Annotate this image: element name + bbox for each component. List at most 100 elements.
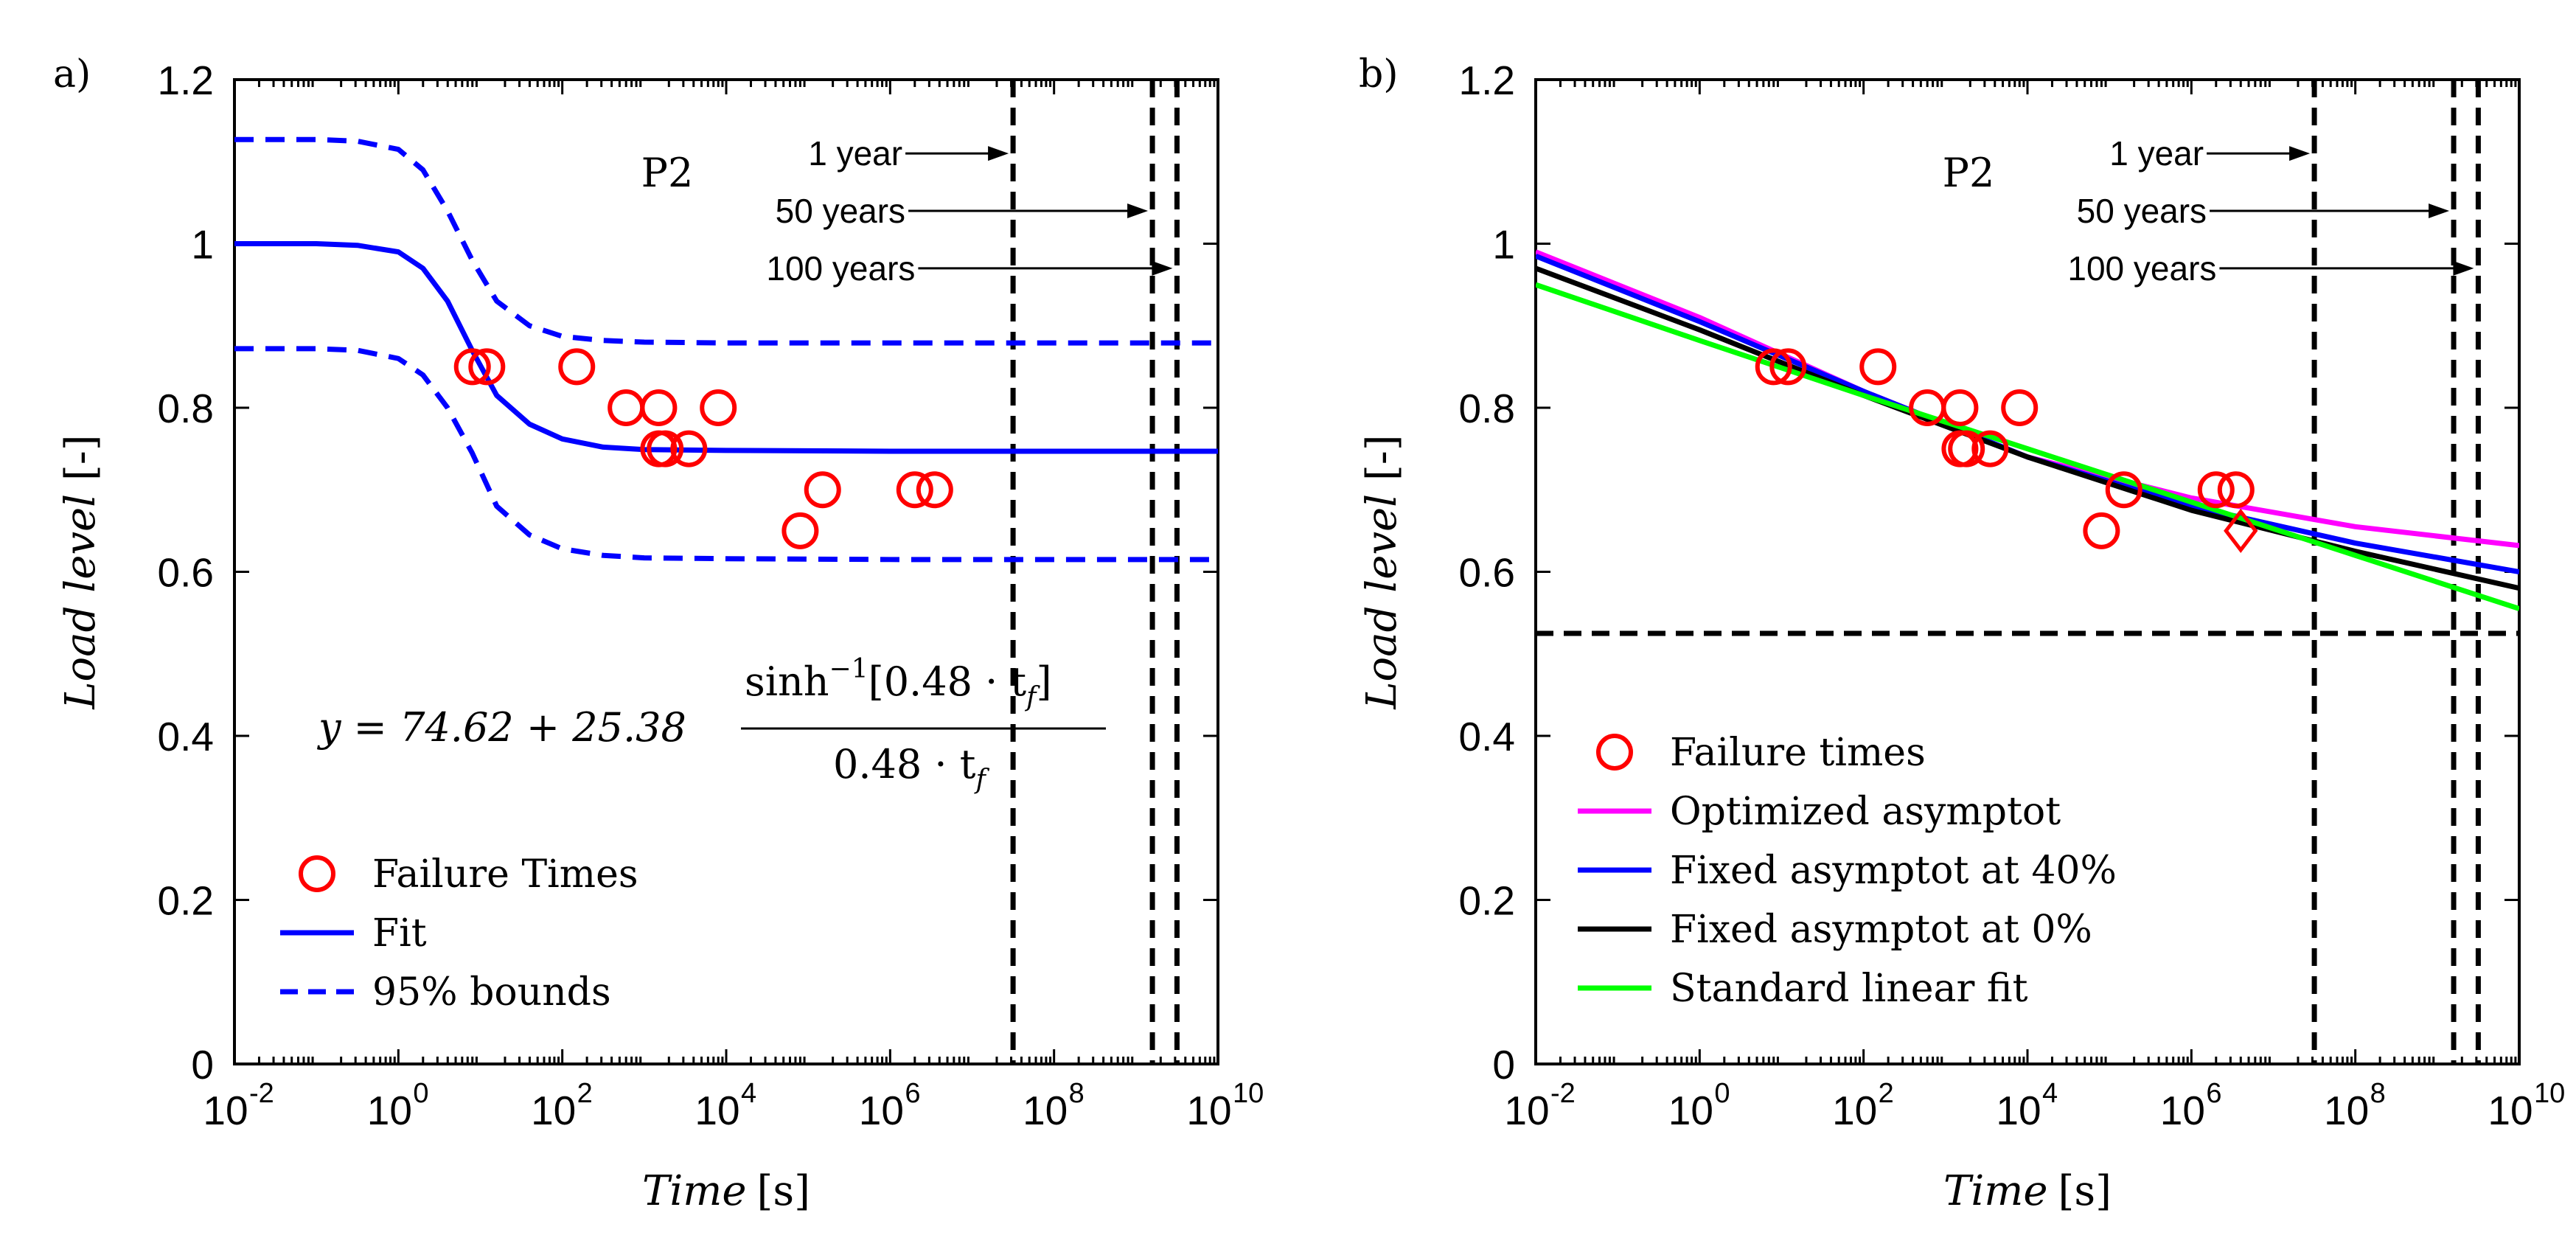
y-tick-label: 1 bbox=[1492, 222, 1515, 268]
series-fixed-asymptot-at-0- bbox=[1536, 265, 2519, 591]
x-tick-label: 10 6 bbox=[859, 1078, 921, 1133]
legend-item: Optimized asymptot bbox=[1578, 790, 2061, 834]
failure-time-point bbox=[640, 389, 678, 426]
failure-time-point bbox=[2083, 512, 2120, 549]
failure-time-point bbox=[1948, 430, 1985, 467]
failure-time-point bbox=[1941, 389, 1979, 426]
legend-circle-icon bbox=[1596, 734, 1633, 771]
diamond-marker bbox=[2224, 508, 2258, 553]
failure-time-point bbox=[896, 471, 933, 509]
y-axis-title: Load level [-] bbox=[1358, 434, 1406, 709]
x-tick-label: 10 0 bbox=[1668, 1078, 1730, 1133]
x-tick-base: 10 bbox=[1832, 1088, 1877, 1133]
legend: Failure times Optimized asymptot Fixed asy… bbox=[1578, 731, 2117, 1011]
y-tick-label: 0.8 bbox=[1459, 386, 1515, 431]
series-fit bbox=[234, 241, 1218, 454]
y-tick-label: 0.6 bbox=[1459, 550, 1515, 596]
x-tick-label: 10 4 bbox=[1996, 1078, 2058, 1133]
legend-item: 95% bounds bbox=[280, 970, 611, 1015]
legend-label: Failure Times bbox=[372, 852, 638, 897]
equation-numerator: sinh−1[0.48 · tf] bbox=[745, 654, 1052, 712]
annotation-label: 50 years bbox=[2077, 192, 2207, 230]
x-axis-title-main: Time bbox=[1943, 1167, 2048, 1215]
annotation-label: 50 years bbox=[776, 192, 905, 230]
failure-time-point bbox=[1755, 348, 1792, 386]
annotation-arrow-head bbox=[988, 146, 1009, 161]
x-tick-label: 10 4 bbox=[695, 1078, 756, 1133]
x-axis-title-main: Time bbox=[642, 1167, 747, 1215]
failure-time-point bbox=[781, 512, 819, 549]
sample-label: P2 bbox=[1943, 150, 1995, 196]
y-tick-label: 0 bbox=[1492, 1042, 1515, 1088]
x-tick-label: 10 8 bbox=[1023, 1078, 1085, 1133]
x-tick-exponent: -2 bbox=[249, 1078, 274, 1109]
legend-item: Standard linear fit bbox=[1578, 967, 2028, 1011]
x-tick-base: 10 bbox=[367, 1088, 412, 1133]
legend-item: Fixed asymptot at 40% bbox=[1578, 849, 2117, 893]
annotation: 50 years bbox=[2077, 192, 2450, 230]
panel-label: b) bbox=[1359, 52, 1399, 97]
legend-label: Fixed asymptot at 0% bbox=[1670, 908, 2092, 952]
y-axis-title-main: Load level bbox=[1358, 494, 1406, 710]
legend-label: Failure times bbox=[1670, 731, 1926, 775]
legend-item: Failure Times bbox=[299, 852, 638, 897]
x-tick-label: 10 6 bbox=[2160, 1078, 2222, 1133]
x-tick-base: 10 bbox=[531, 1088, 576, 1133]
x-tick-label: 10 -2 bbox=[1504, 1078, 1575, 1133]
x-tick-base: 10 bbox=[1186, 1088, 1231, 1133]
legend-label: Fixed asymptot at 40% bbox=[1670, 849, 2117, 893]
failure-time-point bbox=[2001, 389, 2039, 426]
y-tick-label: 1.2 bbox=[1459, 58, 1515, 103]
x-tick-label: 10 10 bbox=[2488, 1078, 2565, 1133]
x-tick-exponent: 8 bbox=[1069, 1078, 1085, 1109]
failure-time-point bbox=[1859, 348, 1897, 386]
x-tick-exponent: 2 bbox=[1879, 1078, 1894, 1109]
y-tick-label: 1 bbox=[191, 222, 214, 268]
x-axis-title: Time [s] bbox=[1943, 1167, 2112, 1215]
x-tick-exponent: 6 bbox=[2206, 1078, 2221, 1109]
x-tick-exponent: 2 bbox=[577, 1078, 593, 1109]
failure-time-point bbox=[453, 348, 491, 386]
failure-time-point bbox=[700, 389, 737, 426]
annotation-label: 1 year bbox=[808, 134, 902, 173]
annotation-label: 1 year bbox=[2109, 134, 2204, 173]
series-standard-linear-fit bbox=[1536, 282, 2519, 611]
x-tick-base: 10 bbox=[2324, 1088, 2369, 1133]
axes-frame bbox=[233, 78, 1219, 1065]
failure-time-point bbox=[468, 348, 506, 386]
annotation-label: 100 years bbox=[2067, 249, 2216, 288]
y-axis-title-unit: [-] bbox=[1358, 434, 1406, 481]
legend-label: Standard linear fit bbox=[1670, 967, 2028, 1011]
x-tick-exponent: 0 bbox=[413, 1078, 428, 1109]
x-tick-exponent: 4 bbox=[2042, 1078, 2058, 1109]
x-tick-base: 10 bbox=[859, 1088, 904, 1133]
legend-item: Failure times bbox=[1596, 731, 1926, 775]
x-tick-exponent: 4 bbox=[741, 1078, 756, 1109]
x-tick-label: 10 0 bbox=[367, 1078, 429, 1133]
x-tick-label: 10 8 bbox=[2324, 1078, 2386, 1133]
legend-label: Optimized asymptot bbox=[1670, 790, 2061, 834]
x-tick-base: 10 bbox=[2488, 1088, 2533, 1133]
eq-den-sub: f bbox=[973, 765, 989, 795]
failure-time-point bbox=[2197, 471, 2235, 509]
annotation: 100 years bbox=[766, 249, 1173, 288]
failure-time-point bbox=[558, 348, 596, 386]
failure-time-point bbox=[1971, 430, 2009, 467]
annotation: 50 years bbox=[776, 192, 1149, 230]
equation-lhs: y = 74.62 + 25.38 bbox=[317, 704, 686, 751]
panel-b: 10 -2 10 0 10 2 10 4 10 6 10 8 10 1000.20.40.60.811.2… bbox=[1358, 52, 2565, 1215]
y-axis-title-unit: [-] bbox=[57, 434, 105, 481]
x-tick-base: 10 bbox=[1023, 1088, 1068, 1133]
annotation-arrow-head bbox=[2453, 260, 2474, 276]
legend-item: Fit bbox=[280, 911, 427, 956]
x-tick-exponent: 8 bbox=[2370, 1078, 2386, 1109]
annotation: 1 year bbox=[2109, 134, 2311, 173]
x-tick-base: 10 bbox=[1996, 1088, 2041, 1133]
legend-label: 95% bounds bbox=[372, 970, 611, 1015]
failure-time-point bbox=[916, 471, 953, 509]
x-tick-base: 10 bbox=[203, 1088, 248, 1133]
eq-num-sinh: sinh bbox=[745, 658, 829, 705]
failure-time-point bbox=[804, 471, 841, 509]
y-tick-label: 0.2 bbox=[158, 878, 214, 924]
